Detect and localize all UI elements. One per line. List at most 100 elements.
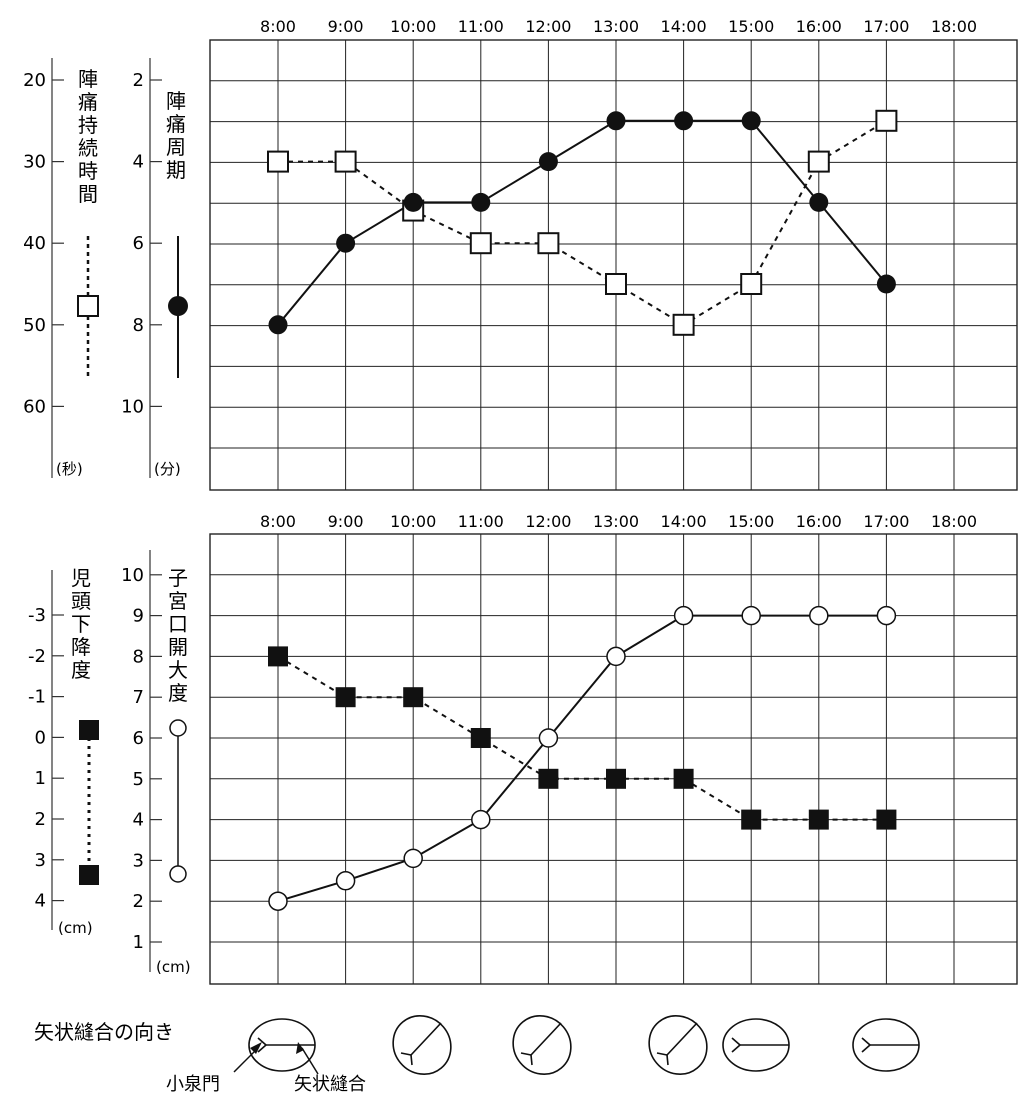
bottom-time-label: 14:00 <box>661 512 707 531</box>
descent-tick-label: 2 <box>35 809 46 830</box>
dilation-tick-label: 8 <box>133 646 144 667</box>
fontanelle-branch <box>731 1037 741 1046</box>
bottom-grid-frame <box>209 533 1018 985</box>
bottom-series <box>268 605 897 911</box>
top-grid-frame <box>209 39 1018 491</box>
descent-point <box>808 809 829 830</box>
dilation-point <box>673 605 694 626</box>
fontanelle-label: 小泉門 <box>166 1074 220 1095</box>
suture-icon <box>512 1015 572 1075</box>
dilation-tick-label: 6 <box>133 728 144 749</box>
duration-point <box>267 150 289 173</box>
suture-icon <box>248 1018 316 1072</box>
top-chart: 8:00 9:00 10:00 11:00 12:00 13:00 14:00 15:00 16… <box>209 17 1018 491</box>
suture-icon <box>392 1015 452 1075</box>
dilation-point <box>471 809 491 830</box>
duration-title-char: 間 <box>78 182 98 206</box>
period-tick-label: 2 <box>133 70 144 91</box>
descent-title-char: 児 <box>71 566 91 590</box>
suture-row: 矢状縫合の向き 小泉門 矢状縫合 <box>34 1015 920 1095</box>
suture-line <box>530 1022 562 1056</box>
descent-tick-label: -1 <box>28 687 46 708</box>
fontanelle-branch <box>410 1054 413 1066</box>
duration-point <box>537 232 560 255</box>
bottom-grid <box>209 533 1018 985</box>
fontanelle-branch <box>861 1037 871 1046</box>
bottom-time-label: 10:00 <box>390 512 436 531</box>
fontanelle-branch <box>731 1044 741 1053</box>
descent-point <box>538 768 559 789</box>
descent-tick-label: 4 <box>35 891 46 912</box>
suture-icon <box>852 1018 920 1072</box>
dilation-tick-label: 2 <box>133 891 144 912</box>
period-tick-label: 10 <box>121 396 144 417</box>
top-time-label: 8:00 <box>260 17 296 36</box>
bottom-time-label: 13:00 <box>593 512 639 531</box>
descent-tick-label: 0 <box>35 727 46 748</box>
period-legend-marker <box>168 236 188 378</box>
dilation-legend-marker <box>169 719 187 883</box>
period-point <box>606 111 626 131</box>
descent-unit: (cm) <box>58 919 93 937</box>
period-point <box>403 192 423 212</box>
top-time-axis: 8:00 9:00 10:00 11:00 12:00 13:00 14:00 15:00 16… <box>260 17 977 36</box>
dilation-tick-label: 3 <box>133 850 144 871</box>
fontanelle-branch <box>861 1044 871 1053</box>
dilation-point <box>809 605 829 626</box>
fontanelle-branch <box>666 1054 669 1066</box>
dilation-tick-label: 5 <box>133 769 144 790</box>
duration-legend-marker <box>77 236 99 378</box>
fontanelle-branch <box>400 1052 412 1056</box>
dilation-title-char: 宮 <box>168 589 188 613</box>
fontanelle-branch <box>656 1052 668 1056</box>
top-time-label: 13:00 <box>593 17 639 36</box>
dilation-point <box>403 848 423 869</box>
top-time-label: 17:00 <box>863 17 909 36</box>
dilation-tick-label: 7 <box>133 687 144 708</box>
descent-point <box>741 809 762 830</box>
period-point <box>336 233 356 253</box>
duration-title-char: 痛 <box>78 90 98 114</box>
dilation-title-char: 大 <box>168 658 188 682</box>
bottom-time-label: 16:00 <box>796 512 842 531</box>
descent-tick-label: 3 <box>35 850 46 871</box>
suture-arrow <box>296 1042 319 1075</box>
descent-point <box>673 768 694 789</box>
period-tick-label: 6 <box>133 233 144 254</box>
duration-title-char: 時 <box>78 159 98 183</box>
period-point <box>471 192 491 212</box>
top-time-label: 16:00 <box>796 17 842 36</box>
top-time-label: 10:00 <box>390 17 436 36</box>
period-point <box>876 274 896 294</box>
suture-line <box>410 1022 442 1056</box>
period-point <box>268 315 288 335</box>
suture-icon <box>722 1018 790 1072</box>
fontanelle-branch <box>257 1044 267 1053</box>
descent-tick-label: -2 <box>28 646 46 667</box>
period-title-char: 痛 <box>166 112 186 136</box>
top-time-label: 11:00 <box>458 17 504 36</box>
duration-title-char: 続 <box>78 136 98 160</box>
top-time-label: 15:00 <box>728 17 774 36</box>
bottom-time-label: 12:00 <box>525 512 571 531</box>
dilation-point <box>606 646 626 667</box>
dilation-line <box>277 614 887 903</box>
dilation-title-char: 子 <box>168 566 188 590</box>
descent-line <box>277 655 887 821</box>
head-outline <box>392 1015 452 1075</box>
duration-tick-label: 20 <box>23 70 46 91</box>
dilation-title-char: 口 <box>168 612 188 636</box>
head-outline <box>512 1015 572 1075</box>
duration-line <box>278 119 887 326</box>
suture-icon <box>648 1015 708 1075</box>
suture-label: 矢状縫合 <box>294 1074 366 1095</box>
fontanelle-arrow <box>233 1042 262 1073</box>
descent-tick-label: 1 <box>35 768 46 789</box>
duration-point <box>807 150 830 173</box>
top-grid <box>209 39 1018 491</box>
fontanelle-branch <box>257 1037 267 1046</box>
